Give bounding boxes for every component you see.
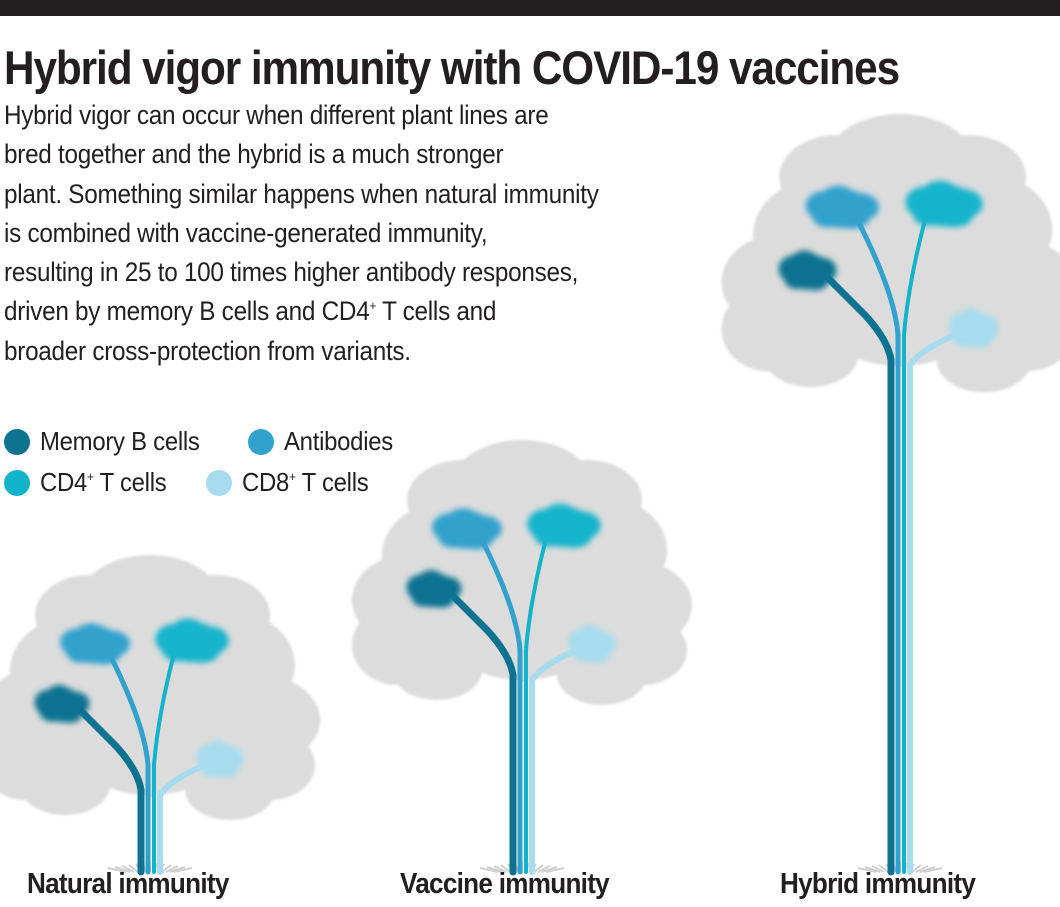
legend-label-suffix: T cells <box>295 467 369 497</box>
memory-b-dot-icon <box>4 428 30 455</box>
trunk-hybrid <box>821 218 958 876</box>
antibodies-cluster-hybrid <box>805 185 879 229</box>
legend: Memory B cells Antibodies CD4+ T cells C… <box>4 422 434 502</box>
legend-superscript: + <box>289 469 296 484</box>
trees-group <box>0 114 1060 876</box>
tree-label-vaccine: Vaccine immunity <box>400 868 610 900</box>
legend-item-antibodies: Antibodies <box>248 426 402 457</box>
legend-item-memory-b: Memory B cells <box>4 426 214 457</box>
legend-label-text: Memory B cells <box>40 426 200 456</box>
intro-line: broader cross-protection from variants. <box>4 335 411 366</box>
intro-line-tail: T cells and <box>376 296 497 327</box>
legend-label-memory-b: Memory B cells <box>40 426 200 457</box>
cd4-strand <box>902 218 927 874</box>
cd8-cluster-vaccine <box>568 625 616 663</box>
cd8-cluster-natural <box>196 740 244 778</box>
antibodies-cluster-natural <box>60 623 130 665</box>
memory-b-cluster-hybrid <box>778 250 837 291</box>
intro-line: is combined with vaccine-generated immun… <box>4 217 488 248</box>
tree-label-hybrid: Hybrid immunity <box>780 868 976 900</box>
memory-b-cluster-vaccine <box>406 570 462 608</box>
legend-superscript: + <box>87 469 94 484</box>
legend-label-text: CD8 <box>242 467 290 497</box>
legend-item-cd4: CD4+ T cells <box>4 467 177 498</box>
cd8-strand <box>907 332 958 875</box>
antibodies-strand <box>857 222 901 875</box>
memory-b-strand <box>443 586 517 876</box>
cd4-dot-icon <box>4 469 30 496</box>
cd4-strand <box>524 533 549 874</box>
trunk-vaccine <box>443 533 580 876</box>
cd8-strand <box>529 647 580 875</box>
antibodies-cluster-vaccine <box>432 508 502 550</box>
intro-line: plant. Something similar happens when na… <box>4 178 599 209</box>
intro-line: resulting in 25 to 100 times higher anti… <box>4 257 579 288</box>
legend-label-cd4: CD4+ T cells <box>40 467 167 498</box>
memory-b-strand <box>71 701 145 876</box>
intro-line: bred together and the hybrid is a much s… <box>4 139 504 170</box>
cd4-strand <box>152 648 177 874</box>
legend-item-cd8: CD8+ T cells <box>206 467 379 498</box>
legend-label-text: Antibodies <box>284 426 393 456</box>
cd8-cluster-hybrid <box>948 308 999 349</box>
legend-label-antibodies: Antibodies <box>284 426 393 457</box>
figure-title: Hybrid vigor immunity with COVID-19 vacc… <box>4 41 900 94</box>
cd4-cluster-natural <box>155 618 229 663</box>
legend-label-suffix: T cells <box>93 467 167 497</box>
cd8-dot-icon <box>206 469 232 496</box>
tree-vaccine <box>352 440 692 876</box>
intro-superscript: + <box>369 298 377 314</box>
tree-label-natural: Natural immunity <box>27 868 229 900</box>
antibodies-strand <box>479 537 523 875</box>
intro-line: Hybrid vigor can occur when different pl… <box>4 100 549 130</box>
legend-label-text: CD4 <box>40 467 88 497</box>
memory-b-strand <box>821 271 895 876</box>
top-bar <box>0 0 1060 16</box>
memory-b-cluster-natural <box>34 685 90 723</box>
cd4-cluster-vaccine <box>527 503 601 548</box>
cd8-strand <box>157 762 208 875</box>
intro-line-head: driven by memory B cells and CD4 <box>4 296 370 327</box>
cd4-cluster-hybrid <box>905 180 983 228</box>
intro-text: Hybrid vigor can occur when different pl… <box>4 96 724 371</box>
legend-label-cd8: CD8+ T cells <box>242 467 369 498</box>
antibodies-strand <box>107 652 151 875</box>
trunk-natural <box>71 648 208 876</box>
tree-natural <box>0 555 320 876</box>
intro-line: driven by memory B cells and CD4+ T cell… <box>4 292 724 331</box>
tree-hybrid <box>721 114 1060 876</box>
antibodies-dot-icon <box>248 428 274 455</box>
